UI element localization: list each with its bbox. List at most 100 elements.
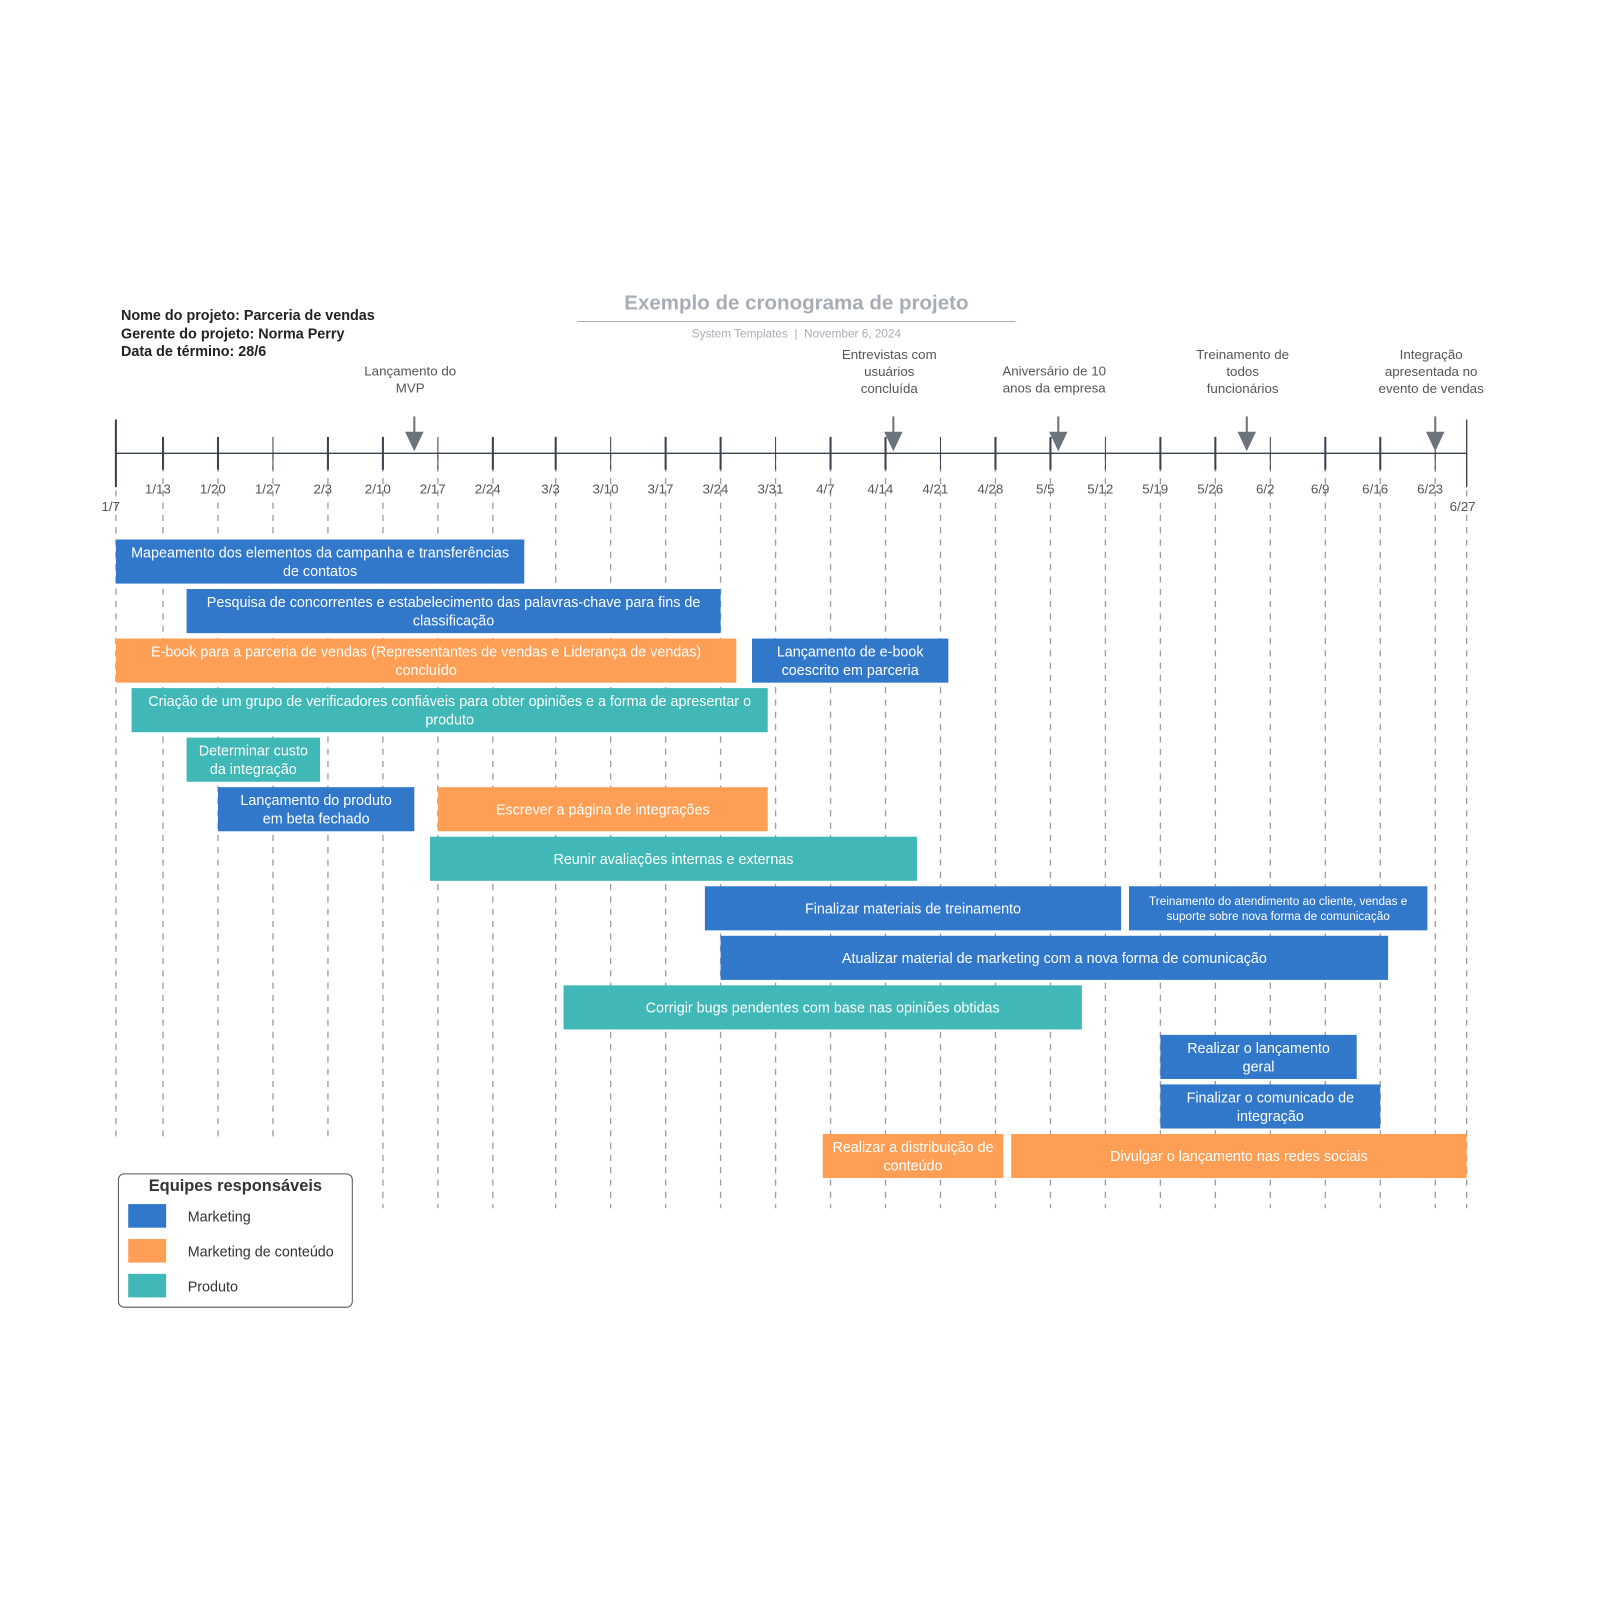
task-label-line: suporte sobre nova forma de comunicação xyxy=(1167,910,1391,923)
task-label: Finalizar materiais de treinamento xyxy=(805,901,1021,917)
milestone-label-line: Treinamento de xyxy=(1196,347,1289,362)
task-bar: Reunir avaliações internas e externas xyxy=(430,836,917,881)
task-bar: Corrigir bugs pendentes com base nas opi… xyxy=(563,985,1082,1030)
tick-label: 1/20 xyxy=(200,481,226,496)
task-label: Determinar custo da integração xyxy=(199,744,308,778)
milestone-label-line: funcionários xyxy=(1207,381,1279,396)
page-subtitle: System Templates | November 6, 2024 xyxy=(691,328,902,341)
legend-item-marketing: Marketing xyxy=(128,1204,251,1228)
task-bar-rect xyxy=(115,539,525,584)
task-bar-rect xyxy=(752,638,949,683)
project-info: Nome do projeto: Parceria de vendas Gere… xyxy=(121,307,375,361)
tick-label: 3/3 xyxy=(541,481,560,496)
task-bar-rect xyxy=(720,935,1389,980)
task-bar: Divulgar o lançamento nas redes sociais xyxy=(1011,1133,1467,1179)
legend-label: Produto xyxy=(187,1277,238,1294)
task-label: Realizar o lançamento geral xyxy=(1187,1041,1330,1075)
milestone-arrow-icon xyxy=(884,431,903,452)
task-label: Mapeamento dos elementos da campanha e t… xyxy=(131,545,509,579)
task-bar-rect xyxy=(217,787,415,832)
milestone-arrow-icon xyxy=(405,431,424,452)
legend-item-product: Produto xyxy=(128,1273,238,1298)
task-label: Lançamento de e-book coescrito em parceri… xyxy=(777,645,925,679)
task-label: Treinamento do atendimento ao cliente, v… xyxy=(1149,895,1408,923)
task-label: Corrigir bugs pendentes com base nas opi… xyxy=(646,1001,1000,1017)
tick-label: 5/19 xyxy=(1142,481,1168,496)
task-bar: Criação de um grupo de verificadores con… xyxy=(131,688,768,733)
legend-label: Marketing de conteúdo xyxy=(187,1242,334,1259)
milestone-label-line: MVP xyxy=(396,380,425,395)
task-label-line: geral xyxy=(1243,1059,1275,1075)
tick-label: 3/24 xyxy=(702,481,729,496)
end-date: Data de término: 28/6 xyxy=(121,342,267,359)
milestone-label-line: evento de vendas xyxy=(1379,381,1485,396)
milestone-label-line: usuários xyxy=(864,364,915,379)
task-bar-rect xyxy=(1128,886,1428,931)
task-label-line: concluído xyxy=(395,663,456,679)
tick-label: 6/9 xyxy=(1311,481,1330,496)
task-label: Pesquisa de concorrentes e estabelecimen… xyxy=(207,595,701,629)
tick-label: 2/24 xyxy=(475,481,502,496)
task-bar: Escrever a página de integrações xyxy=(437,787,768,832)
milestone-label-line: Lançamento do xyxy=(364,363,456,378)
task-label-line: Reunir avaliações internas e externas xyxy=(553,852,793,868)
milestone-label: Aniversário de 10 anos da empresa xyxy=(1002,363,1106,395)
legend-title: Equipes responsáveis xyxy=(148,1177,323,1195)
task-bar: Mapeamento dos elementos da campanha e t… xyxy=(115,539,525,584)
task-label-line: integração xyxy=(1237,1109,1304,1125)
task-bar: E-book para a parceria de vendas (Repres… xyxy=(115,638,737,683)
task-bar-rect xyxy=(186,589,721,634)
milestone-label: Lançamento do MVP xyxy=(364,363,456,395)
task-bar: Finalizar materiais de treinamento xyxy=(704,886,1122,931)
task-bar-rect xyxy=(1160,1084,1381,1129)
tick-label: 2/17 xyxy=(420,481,446,496)
task-bar-rect xyxy=(1011,1133,1467,1179)
task-label-line: Finalizar o comunicado de xyxy=(1187,1090,1354,1106)
task-label: Finalizar o comunicado de integração xyxy=(1187,1090,1354,1124)
task-label-line: Determinar custo xyxy=(199,744,308,760)
task-label: Lançamento do produto em beta fechado xyxy=(240,793,392,827)
milestone-label-line: apresentada no xyxy=(1385,364,1478,379)
project-manager: Gerente do projeto: Norma Perry xyxy=(121,324,345,342)
milestone-label-line: anos da empresa xyxy=(1003,380,1107,395)
task-label: Criação de um grupo de verificadores con… xyxy=(148,694,751,728)
legend-swatch xyxy=(128,1238,167,1263)
tick-label: 2/10 xyxy=(365,481,391,496)
task-bar-rect xyxy=(563,985,1082,1030)
tick-label: 2/3 xyxy=(314,481,333,496)
tick-label: 1/27 xyxy=(255,481,281,496)
project-name: Nome do projeto: Parceria de vendas xyxy=(121,306,375,324)
task-label-line: da integração xyxy=(210,762,297,778)
tick-label: 4/28 xyxy=(977,481,1003,496)
task-bar-rect xyxy=(131,688,768,733)
tick-label-start: 1/7 xyxy=(102,499,121,514)
task-label-line: coescrito em parceria xyxy=(782,663,919,679)
milestone-label: Integração apresentada no evento de vendas xyxy=(1379,347,1485,396)
legend-swatch xyxy=(128,1204,167,1228)
tick-label: 4/21 xyxy=(922,481,948,496)
milestone-arrow-icon xyxy=(1426,431,1445,452)
task-bar: Finalizar o comunicado de integração xyxy=(1160,1084,1381,1129)
tick-label: 5/12 xyxy=(1087,481,1113,496)
legend-item-content-marketing: Marketing de conteúdo xyxy=(128,1238,334,1263)
tick-label: 3/10 xyxy=(593,481,619,496)
tick-label: 6/23 xyxy=(1417,481,1443,496)
legend-label: Marketing xyxy=(187,1207,251,1225)
task-label-line: Realizar a distribuição de xyxy=(832,1140,993,1156)
task-bar: Realizar o lançamento geral xyxy=(1160,1034,1357,1079)
task-bar: Realizar a distribuição de conteúdo xyxy=(822,1133,1004,1179)
milestone-label-line: Integração xyxy=(1400,347,1463,362)
task-label-line: de contatos xyxy=(283,564,357,580)
tick-label: 5/26 xyxy=(1197,481,1223,496)
task-bar-rect xyxy=(704,886,1122,931)
tick-label: 6/16 xyxy=(1362,481,1388,496)
tick-label: 3/31 xyxy=(757,481,783,496)
task-label: Divulgar o lançamento nas redes sociais xyxy=(1110,1149,1368,1165)
milestone-arrow-icon xyxy=(1049,431,1068,452)
milestone-arrow-icon xyxy=(1237,431,1257,452)
task-bar: Treinamento do atendimento ao cliente, v… xyxy=(1128,886,1428,931)
milestone-label-line: concluída xyxy=(861,381,919,396)
task-label: Escrever a página de integrações xyxy=(496,802,710,818)
